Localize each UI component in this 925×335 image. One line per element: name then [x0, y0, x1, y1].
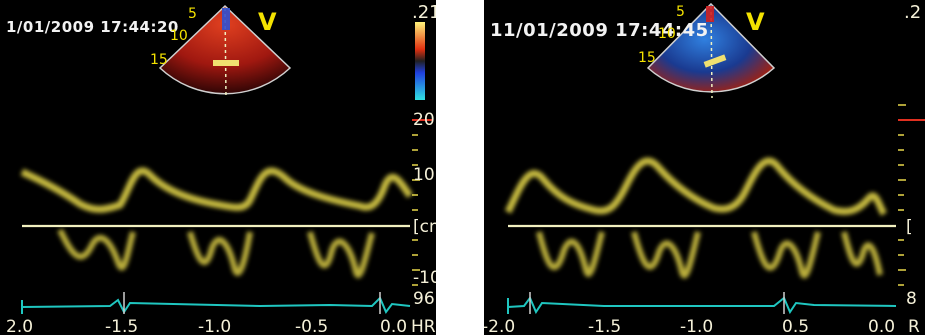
velocity-tick-8: 8	[906, 289, 917, 309]
velocity-axis-ticks	[898, 104, 906, 286]
doppler-waveform	[504, 157, 888, 279]
doppler-panel-left: 1/01/2009 17:44:20 V 5 10 15 .21 20 10 […	[0, 0, 436, 335]
ecg-trace	[507, 296, 897, 315]
color-scale-max: .2	[904, 2, 922, 23]
velocity-axis-ticks	[412, 119, 420, 286]
mode-indicator: V	[746, 8, 765, 36]
timestamp: 1/01/2009 17:44:20	[6, 18, 179, 36]
color-doppler-sector	[158, 4, 292, 99]
doppler-spectrum-left	[20, 4, 432, 314]
color-doppler-sector	[646, 2, 776, 99]
velocity-tick-20: 20	[413, 110, 435, 130]
depth-tick-5: 5	[188, 6, 197, 22]
velocity-tick-10: 10	[413, 165, 435, 185]
mode-indicator: V	[258, 8, 277, 36]
time-tick-1: 2.0	[6, 317, 34, 335]
doppler-spectrum-right	[504, 2, 925, 315]
heart-rate-value: 96	[413, 289, 435, 309]
time-tick-5: 0.0	[380, 317, 408, 335]
doppler-panel-right: 11/01/2009 17:44:45 V 5 10 15 .2 [ 8 -2.…	[484, 0, 925, 335]
depth-tick-10: 10	[170, 28, 188, 44]
time-tick-4: -0.5	[295, 317, 329, 335]
depth-tick-5: 5	[676, 4, 685, 20]
depth-tick-10: 10	[658, 26, 676, 42]
depth-tick-15: 15	[638, 50, 656, 66]
ecg-trace	[21, 296, 411, 314]
time-tick-2: -1.5	[105, 317, 139, 335]
time-tick-1: -2.0	[484, 317, 516, 335]
time-tick-4: 0.5	[782, 317, 810, 335]
velocity-unit: [cm	[413, 217, 436, 237]
time-tick-3: -1.0	[198, 317, 232, 335]
timestamp: 11/01/2009 17:44:45	[490, 20, 709, 41]
time-tick-3: -1.0	[680, 317, 714, 335]
depth-tick-15: 15	[150, 52, 168, 68]
velocity-tick-neg10: -10	[413, 268, 436, 288]
panel-gutter	[436, 0, 484, 335]
doppler-waveform	[20, 167, 413, 278]
hr-label: R	[908, 317, 920, 335]
time-tick-5: 0.0	[868, 317, 896, 335]
color-scale-max: .21	[412, 2, 436, 23]
velocity-unit: [	[906, 217, 913, 237]
time-tick-2: -1.5	[588, 317, 622, 335]
hr-label: HR	[411, 317, 436, 335]
color-scale-bar	[415, 22, 425, 100]
